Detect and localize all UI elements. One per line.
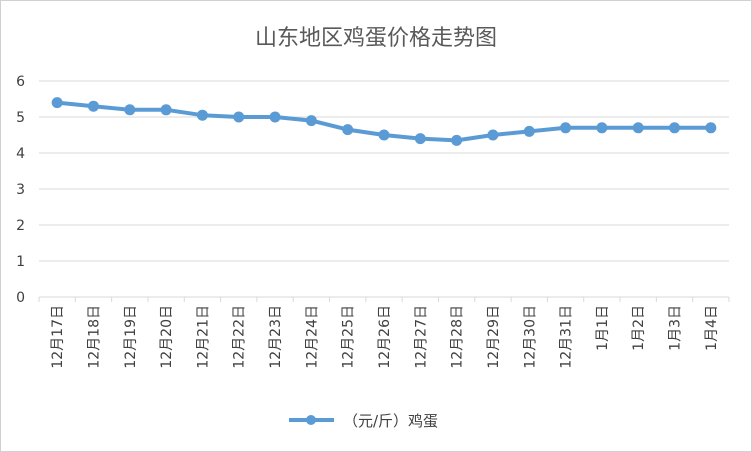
data-point	[87, 100, 99, 112]
x-tick-label: 1月2日	[631, 305, 647, 351]
data-point	[378, 129, 390, 141]
gridlines	[39, 80, 729, 298]
x-tick-label: 12月21日	[195, 305, 211, 369]
y-tick-label: 5	[16, 110, 25, 126]
x-axis-ticks: 12月17日 12月18日 12月19日 12月20日 12月21日 12月22日 12月2…	[38, 297, 730, 369]
data-point	[124, 104, 136, 116]
legend-entry-label: （元/斤）鸡蛋	[343, 412, 438, 430]
data-point	[632, 122, 644, 134]
data-point	[669, 122, 681, 134]
x-tick-label: 12月30日	[522, 305, 538, 369]
data-point	[705, 122, 717, 134]
x-tick-label: 12月29日	[486, 305, 502, 369]
x-tick-label: 12月22日	[232, 305, 248, 369]
y-tick-label: 1	[16, 254, 25, 270]
y-tick-label: 6	[16, 74, 25, 90]
x-tick-label: 12月19日	[123, 305, 139, 369]
x-tick-label: 1月4日	[704, 305, 720, 351]
data-point	[196, 109, 208, 121]
y-axis-ticks: 0 1 2 3 4 5 6	[16, 74, 25, 306]
series-layer	[51, 97, 717, 146]
legend: （元/斤）鸡蛋	[289, 412, 438, 430]
data-point	[523, 125, 535, 137]
data-point	[269, 111, 281, 123]
y-tick-label: 0	[16, 290, 25, 306]
x-tick-label: 12月17日	[50, 305, 66, 369]
y-tick-label: 2	[16, 218, 25, 234]
data-point	[160, 104, 172, 116]
data-point	[305, 115, 317, 127]
legend-point-marker	[306, 415, 316, 425]
data-point	[560, 122, 572, 134]
data-point	[414, 133, 426, 145]
data-point	[233, 111, 245, 123]
data-point	[51, 97, 63, 109]
x-tick-label: 12月23日	[268, 305, 284, 369]
x-tick-label: 12月24日	[304, 305, 320, 369]
data-point	[342, 124, 354, 136]
x-tick-label: 12月28日	[450, 305, 466, 369]
data-point	[487, 129, 499, 141]
chart-title: 山东地区鸡蛋价格走势图	[255, 26, 497, 51]
x-tick-label: 12月25日	[341, 305, 357, 369]
x-tick-label: 1月1日	[595, 305, 611, 351]
y-tick-label: 3	[16, 182, 25, 198]
x-tick-label: 12月27日	[413, 305, 429, 369]
x-tick-label: 1月3日	[668, 305, 684, 351]
data-point	[596, 122, 608, 134]
x-tick-label: 12月18日	[86, 305, 102, 369]
x-tick-label: 12月26日	[377, 305, 393, 369]
y-tick-label: 4	[16, 146, 25, 162]
x-tick-label: 12月20日	[159, 305, 175, 369]
x-tick-label: 12月31日	[559, 305, 575, 369]
data-point	[451, 134, 463, 146]
